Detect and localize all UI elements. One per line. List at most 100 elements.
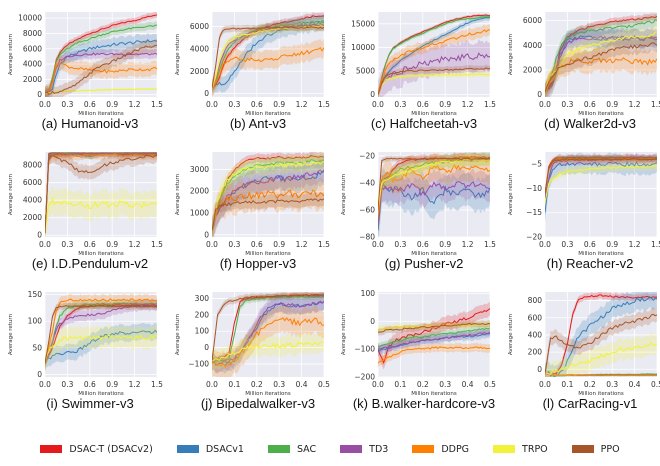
y-tick-label: 6000 — [23, 44, 42, 53]
x-tick-label: 0.4 — [629, 380, 641, 389]
confidence-band — [45, 56, 157, 97]
confidence-band — [378, 155, 490, 213]
x-axis-label: Million iterations — [411, 111, 457, 117]
series-line — [378, 73, 490, 95]
series-line — [212, 26, 324, 89]
confidence-band — [45, 322, 157, 372]
legend-label: PPO — [600, 443, 620, 455]
series-line — [212, 15, 324, 89]
series-line — [212, 300, 324, 366]
x-tick-label: 1.5 — [318, 100, 330, 109]
panel-caption: (k) B.walker-hardcore-v3 — [353, 396, 495, 411]
series-line — [45, 303, 157, 364]
y-tick-label: 0 — [370, 90, 375, 99]
x-tick-label: 1.2 — [462, 100, 474, 109]
y-tick-label: 0 — [37, 231, 42, 240]
confidence-band — [212, 332, 324, 371]
confidence-band — [212, 21, 324, 93]
chart-panel: 0.0 0.3 0.6 0.9 1.2 1.5 −80 −60 −40 −20 Million it… — [341, 152, 496, 271]
x-tick-label: 0.0 — [372, 380, 384, 389]
y-tick-label: −60 — [359, 206, 375, 215]
confidence-band — [378, 24, 490, 97]
x-tick-label: 0.0 — [206, 100, 218, 109]
y-axis-label: Average return — [175, 313, 181, 355]
series-group — [545, 152, 657, 223]
chart-panel: 0.0 0.3 0.6 0.9 1.2 1.5 0 5000 10000 15000 Million… — [341, 12, 496, 131]
y-tick-label: 100 — [361, 289, 376, 298]
confidence-band — [378, 301, 490, 370]
series-group — [212, 152, 324, 237]
confidence-band — [212, 153, 324, 237]
x-tick-label: 1.5 — [151, 100, 163, 109]
x-axis-label: Million iterations — [78, 251, 124, 257]
x-tick-label: 0.0 — [539, 100, 551, 109]
confidence-band — [212, 16, 324, 93]
x-tick-label: 0.6 — [84, 100, 96, 109]
series-line — [45, 154, 157, 234]
series-line — [545, 165, 657, 204]
x-tick-label: 0.0 — [539, 380, 551, 389]
x-tick-label: 0.9 — [106, 380, 118, 389]
chart-panel: 0.0 0.3 0.6 0.9 1.2 1.5 0 2000 4000 6000 Million i… — [175, 12, 330, 131]
x-tick-label: 1.2 — [129, 240, 141, 249]
x-tick-label: 0.6 — [251, 100, 263, 109]
y-tick-label: −100 — [188, 359, 209, 368]
series-line — [212, 317, 324, 368]
confidence-band — [545, 307, 657, 377]
confidence-band — [545, 12, 657, 96]
y-tick-label: 300 — [195, 294, 210, 303]
x-tick-label: 0.6 — [251, 240, 263, 249]
series-line — [545, 19, 657, 93]
series-line — [545, 161, 657, 213]
x-tick-label: 0.2 — [417, 380, 429, 389]
confidence-band — [212, 38, 324, 97]
x-tick-label: 0.0 — [372, 240, 384, 249]
legend-label: DSACv1 — [205, 443, 244, 455]
confidence-band — [45, 293, 157, 369]
series-line — [378, 183, 490, 231]
x-tick-label: 1.5 — [484, 100, 496, 109]
y-tick-label: 400 — [528, 330, 543, 339]
confidence-band — [45, 185, 157, 237]
panel-caption: (j) Bipedalwalker-v3 — [201, 396, 315, 411]
x-tick-label: 0.1 — [561, 380, 573, 389]
y-tick-label: 600 — [528, 313, 543, 322]
series-group — [545, 12, 657, 97]
panel-caption: (b) Ant-v3 — [230, 116, 286, 131]
x-tick-label: 0.1 — [394, 380, 406, 389]
series-line — [378, 29, 490, 95]
chart-panel: 0.0 0.3 0.6 0.9 1.2 1.5 0 1000 2000 3000 Million i… — [175, 152, 330, 271]
legend-label: SAC — [296, 443, 317, 455]
series-line — [545, 156, 657, 194]
series-line — [378, 67, 490, 95]
confidence-band — [378, 64, 490, 97]
chart-panel: 0.0 0.1 0.2 0.3 0.4 0.5 0 200 400 600 800 Million i… — [508, 292, 660, 411]
series-group — [45, 152, 157, 237]
x-tick-label: 0.3 — [228, 240, 240, 249]
confidence-band — [545, 35, 657, 97]
y-axis-label: Average return — [175, 33, 181, 75]
y-tick-label: 0 — [37, 90, 42, 99]
y-tick-label: 0 — [537, 90, 542, 99]
series-line — [378, 164, 490, 217]
y-tick-label: 200 — [195, 310, 210, 319]
x-tick-label: 1.5 — [651, 100, 660, 109]
series-group — [545, 292, 657, 377]
confidence-band — [45, 39, 157, 97]
y-tick-label: 10000 — [18, 14, 42, 23]
y-tick-label: 1000 — [190, 209, 209, 218]
x-tick-label: 1.2 — [462, 240, 474, 249]
series-line — [212, 341, 324, 362]
series-group — [212, 292, 324, 377]
x-axis-label: Million iterations — [245, 111, 291, 117]
panel-caption: (l) CarRacing-v1 — [543, 396, 638, 411]
series-group — [45, 12, 157, 97]
y-tick-label: −40 — [359, 179, 375, 188]
series-group — [212, 12, 324, 97]
series-line — [545, 35, 657, 93]
x-tick-label: 1.2 — [129, 380, 141, 389]
y-tick-label: 15000 — [351, 19, 375, 28]
y-tick-label: 8000 — [23, 29, 42, 38]
x-tick-label: 0.0 — [206, 380, 218, 389]
x-tick-label: 0.5 — [651, 380, 660, 389]
